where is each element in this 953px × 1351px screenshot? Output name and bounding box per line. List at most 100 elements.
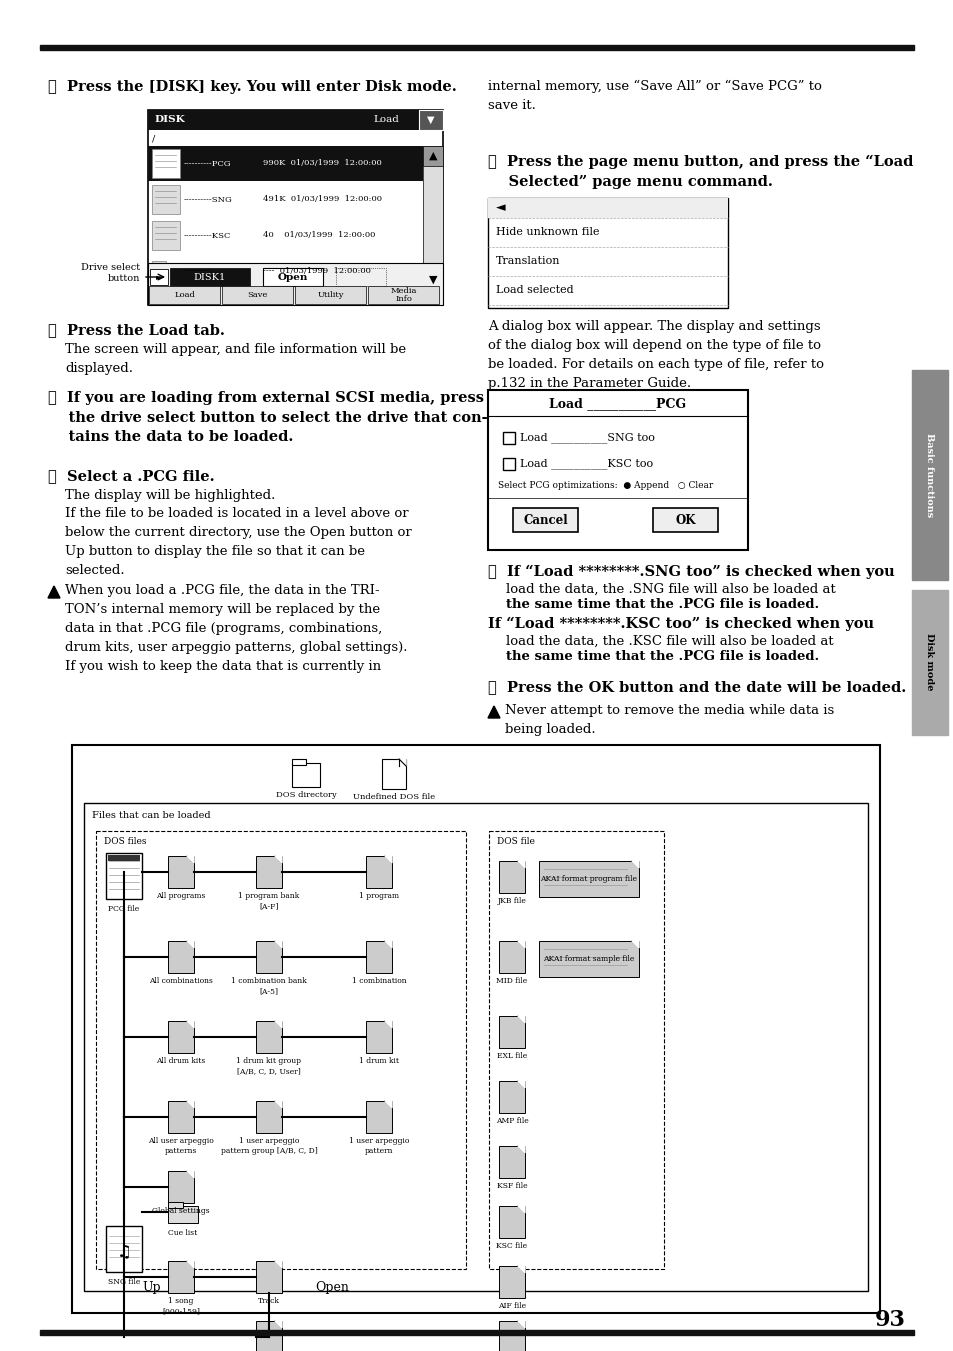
Text: 40    01/03/1999  12:00:00: 40 01/03/1999 12:00:00 (263, 231, 375, 239)
Bar (168, 857, 193, 888)
Text: !: ! (52, 590, 55, 597)
Polygon shape (274, 942, 282, 948)
Bar (148, 146, 422, 181)
Text: Load ___________PCG: Load ___________PCG (549, 397, 686, 411)
Bar (498, 942, 524, 973)
Text: If “Load ********.KSC too” is checked when you: If “Load ********.KSC too” is checked wh… (488, 617, 873, 631)
Bar (422, 146, 442, 166)
Text: Global settings: Global settings (152, 1206, 210, 1215)
Polygon shape (187, 942, 193, 948)
Bar (40, 45, 913, 50)
Text: ----  01/03/1999  12:00:00: ---- 01/03/1999 12:00:00 (263, 267, 371, 276)
Text: Cue list: Cue list (168, 1229, 197, 1238)
Bar (255, 1021, 282, 1052)
Bar (294, 286, 366, 304)
Bar (168, 1260, 193, 1293)
Bar (168, 1206, 198, 1223)
Bar (502, 432, 515, 444)
Bar (366, 1101, 392, 1133)
Text: pattern: pattern (364, 1147, 393, 1155)
Text: internal memory, use “Save All” or “Save PCG” to
save it.: internal memory, use “Save All” or “Save… (488, 80, 821, 112)
Polygon shape (517, 1321, 524, 1328)
Polygon shape (187, 1171, 193, 1178)
Text: DOS files: DOS files (104, 838, 147, 846)
Text: JKB file: JKB file (497, 897, 526, 905)
Polygon shape (398, 759, 406, 766)
Text: AMP file: AMP file (496, 1117, 528, 1125)
Bar (263, 267, 323, 286)
Polygon shape (187, 1021, 193, 1028)
Text: ⑤  Select a .PCG file.: ⑤ Select a .PCG file. (48, 469, 214, 484)
Text: Open: Open (314, 1282, 349, 1294)
Polygon shape (517, 1081, 524, 1088)
Text: ----------: ---------- (184, 267, 213, 276)
Text: 1 combination bank: 1 combination bank (231, 977, 307, 985)
Text: SNG file: SNG file (108, 1278, 140, 1286)
Text: ⑦  If “Load ********.SNG too” is checked when you: ⑦ If “Load ********.SNG too” is checked … (488, 565, 894, 580)
Text: Up: Up (143, 1282, 161, 1294)
Bar (148, 109, 418, 130)
Bar (152, 261, 166, 267)
Polygon shape (187, 1260, 193, 1269)
Bar (488, 199, 727, 218)
Text: ②  Press the [DISK] key. You will enter Disk mode.: ② Press the [DISK] key. You will enter D… (48, 80, 456, 95)
Text: When you load a .PCG file, the data in the TRI-
TON’s internal memory will be re: When you load a .PCG file, the data in t… (65, 584, 407, 673)
Bar (255, 942, 282, 973)
Text: pattern group [A/B, C, D]: pattern group [A/B, C, D] (220, 1147, 317, 1155)
Text: OK: OK (675, 513, 695, 527)
Bar (148, 109, 442, 305)
Polygon shape (385, 1021, 392, 1028)
Text: ▲: ▲ (428, 151, 436, 161)
Text: ④  If you are loading from external SCSI media, press
    the drive select butto: ④ If you are loading from external SCSI … (48, 390, 487, 444)
Text: ◄: ◄ (496, 201, 505, 215)
Bar (366, 1021, 392, 1052)
Polygon shape (274, 1321, 282, 1328)
Text: If the file to be loaded is located in a level above or
below the current direct: If the file to be loaded is located in a… (65, 507, 412, 577)
Bar (498, 1321, 524, 1351)
Bar (292, 763, 319, 788)
Bar (498, 1266, 524, 1298)
Text: AKAI format program file: AKAI format program file (540, 875, 637, 884)
Text: Track: Track (258, 1297, 279, 1305)
Polygon shape (187, 1101, 193, 1108)
Bar (911, 590, 947, 735)
Bar (489, 831, 663, 1269)
Bar (40, 1329, 913, 1335)
Polygon shape (385, 857, 392, 863)
Polygon shape (274, 1021, 282, 1028)
Bar (152, 222, 180, 250)
Text: Cancel: Cancel (522, 513, 567, 527)
Bar (149, 286, 220, 304)
Text: AIF file: AIF file (497, 1302, 525, 1310)
Text: the same time that the .PCG file is loaded.: the same time that the .PCG file is load… (505, 650, 819, 663)
Bar (422, 146, 442, 290)
Text: Files that can be loaded: Files that can be loaded (91, 811, 211, 820)
Bar (148, 263, 442, 305)
Text: 1 song: 1 song (168, 1297, 193, 1305)
Polygon shape (187, 857, 193, 863)
Text: KSC file: KSC file (496, 1242, 527, 1250)
Bar (418, 109, 442, 130)
Bar (168, 1021, 193, 1052)
Bar (108, 855, 140, 861)
Text: load the data, the .KSC file will also be loaded at: load the data, the .KSC file will also b… (505, 635, 833, 648)
Bar (498, 1206, 524, 1238)
Text: Undefined DOS file: Undefined DOS file (353, 793, 435, 801)
Bar (84, 802, 867, 1292)
Text: ♫: ♫ (116, 1243, 132, 1260)
Text: Media
Info: Media Info (390, 286, 416, 304)
Bar (335, 267, 386, 286)
Bar (538, 942, 639, 977)
Polygon shape (517, 1016, 524, 1023)
Text: ▼: ▼ (428, 276, 436, 285)
Text: All user arpeggio: All user arpeggio (148, 1138, 213, 1146)
Bar (498, 1081, 524, 1113)
Polygon shape (631, 942, 639, 948)
Text: DOS directory: DOS directory (275, 790, 336, 798)
Text: Basic functions: Basic functions (924, 432, 934, 517)
Text: DOS file: DOS file (497, 838, 535, 846)
Text: Save: Save (247, 290, 268, 299)
Text: 93: 93 (874, 1309, 905, 1331)
Polygon shape (385, 1101, 392, 1108)
Polygon shape (274, 1101, 282, 1108)
